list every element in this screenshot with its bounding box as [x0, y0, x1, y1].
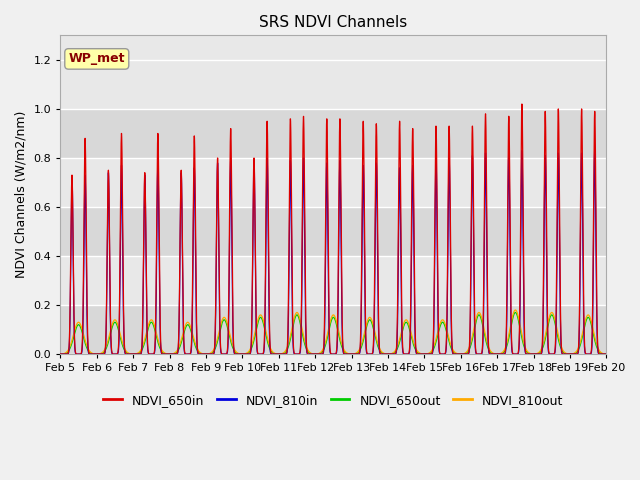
NDVI_650out: [602, 351, 610, 357]
Line: NDVI_810in: NDVI_810in: [60, 151, 606, 354]
NDVI_810out: [601, 351, 609, 357]
Line: NDVI_810out: NDVI_810out: [60, 310, 606, 354]
NDVI_650out: [601, 351, 609, 357]
NDVI_650in: [601, 351, 609, 357]
NDVI_810out: [486, 348, 494, 353]
NDVI_810in: [261, 333, 269, 338]
Bar: [60, 207, 606, 256]
Legend: NDVI_650in, NDVI_810in, NDVI_650out, NDVI_810out: NDVI_650in, NDVI_810in, NDVI_650out, NDV…: [99, 389, 568, 412]
Y-axis label: NDVI Channels (W/m2/nm): NDVI Channels (W/m2/nm): [15, 111, 28, 278]
NDVI_810in: [409, 163, 417, 169]
NDVI_810out: [261, 323, 269, 329]
Bar: [60, 158, 606, 207]
NDVI_650out: [486, 349, 494, 355]
NDVI_810out: [173, 348, 181, 353]
NDVI_810in: [602, 351, 610, 357]
NDVI_650in: [168, 351, 175, 357]
NDVI_810in: [173, 351, 181, 357]
NDVI_650in: [486, 351, 494, 357]
NDVI_810in: [486, 351, 494, 357]
Line: NDVI_650in: NDVI_650in: [60, 104, 606, 354]
Line: NDVI_650out: NDVI_650out: [60, 312, 606, 354]
NDVI_650in: [409, 126, 417, 132]
NDVI_650out: [56, 351, 64, 357]
Title: SRS NDVI Channels: SRS NDVI Channels: [259, 15, 408, 30]
NDVI_650in: [173, 351, 181, 357]
Bar: [60, 109, 606, 158]
NDVI_650out: [511, 310, 519, 315]
NDVI_810in: [601, 351, 609, 357]
NDVI_810in: [56, 351, 64, 357]
NDVI_810out: [602, 351, 610, 357]
NDVI_650out: [173, 349, 181, 355]
NDVI_810out: [409, 336, 417, 342]
NDVI_650in: [261, 322, 269, 328]
NDVI_810out: [168, 351, 175, 357]
NDVI_650out: [261, 326, 269, 332]
Bar: [60, 60, 606, 109]
Bar: [60, 256, 606, 305]
NDVI_650in: [56, 351, 64, 357]
NDVI_650out: [409, 339, 417, 345]
NDVI_810out: [511, 307, 519, 313]
NDVI_650out: [168, 351, 175, 357]
NDVI_810in: [591, 148, 598, 154]
Text: WP_met: WP_met: [68, 52, 125, 65]
NDVI_650in: [602, 351, 610, 357]
Bar: [60, 305, 606, 354]
NDVI_810in: [168, 351, 175, 357]
NDVI_650in: [518, 101, 525, 107]
NDVI_810out: [56, 351, 64, 357]
